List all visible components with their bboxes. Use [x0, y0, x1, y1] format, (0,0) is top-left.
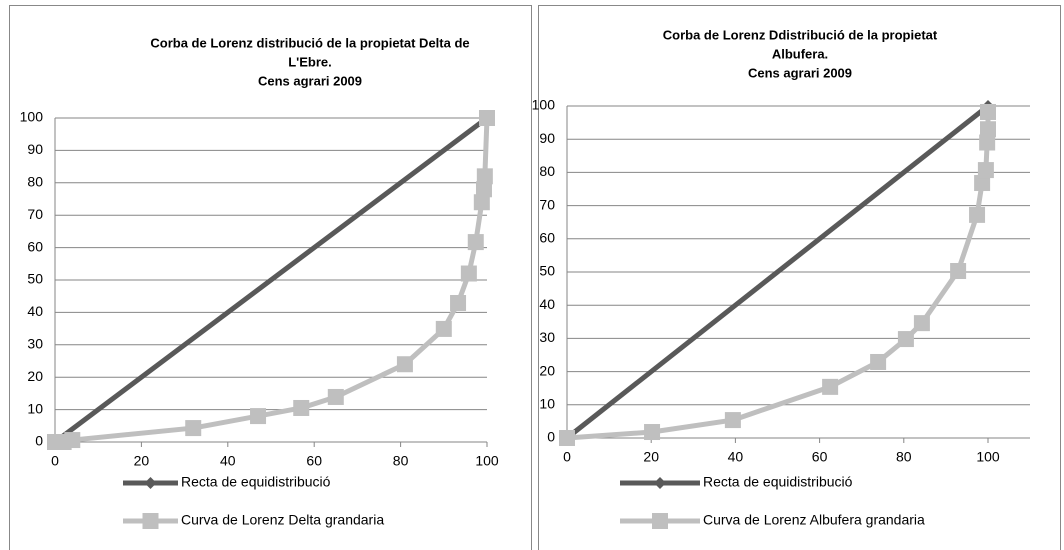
x-tick-label: 100: [475, 453, 499, 469]
x-tick-label: 20: [134, 453, 150, 469]
x-tick-label: 100: [976, 449, 1000, 465]
chart-frame: [538, 5, 1061, 550]
y-tick-label: 10: [27, 400, 43, 416]
y-tick-label: 100: [532, 97, 556, 113]
marker: [327, 388, 344, 405]
marker: [913, 315, 930, 332]
chart-title: Cens agrari 2009: [258, 73, 362, 88]
y-tick-label: 60: [539, 230, 555, 246]
y-tick-label: 40: [27, 303, 43, 319]
legend-label: Recta de equidistribució: [181, 474, 331, 490]
marker: [250, 408, 267, 425]
chart-title: L'Ebre.: [288, 54, 332, 69]
y-tick-label: 80: [27, 174, 43, 190]
marker: [479, 110, 495, 126]
marker: [396, 356, 413, 373]
marker: [64, 432, 81, 449]
marker: [475, 181, 492, 198]
marker: [435, 320, 452, 337]
marker: [450, 295, 467, 312]
marker: [870, 353, 887, 370]
y-tick-label: 20: [27, 368, 43, 384]
chart-title: Cens agrari 2009: [748, 65, 852, 80]
y-tick-label: 70: [27, 206, 43, 222]
y-tick-label: 90: [27, 141, 43, 157]
marker: [980, 103, 996, 120]
chart-title: Albufera.: [772, 46, 828, 61]
y-tick-label: 20: [539, 362, 555, 378]
x-tick-label: 0: [563, 449, 571, 465]
legend-label: Curva de Lorenz Delta grandaria: [181, 512, 384, 528]
marker: [980, 121, 996, 138]
marker: [822, 378, 839, 395]
y-tick-label: 30: [27, 336, 43, 352]
x-tick-label: 40: [728, 449, 744, 465]
marker: [897, 331, 914, 348]
marker: [460, 265, 477, 282]
marker: [473, 194, 490, 211]
y-tick-label: 10: [539, 396, 555, 412]
series-line: [53, 116, 489, 444]
marker: [559, 430, 575, 446]
y-tick-label: 90: [539, 130, 555, 146]
y-tick-label: 70: [539, 196, 555, 212]
legend-marker: [142, 513, 159, 529]
marker: [724, 412, 741, 429]
x-tick-label: 0: [51, 453, 59, 469]
y-tick-label: 60: [27, 238, 43, 254]
y-tick-label: 0: [35, 433, 43, 449]
marker: [293, 399, 310, 416]
y-tick-label: 100: [20, 109, 44, 125]
marker: [467, 234, 484, 251]
y-tick-label: 0: [547, 429, 555, 445]
legend-marker: [652, 513, 668, 529]
legend-label: Curva de Lorenz Albufera grandaria: [703, 512, 925, 528]
chart-title: Corba de Lorenz distribució de la propie…: [150, 35, 469, 50]
y-tick-label: 40: [539, 296, 555, 312]
series-line: [565, 104, 990, 440]
y-tick-label: 80: [539, 163, 555, 179]
marker: [977, 162, 994, 179]
marker: [969, 206, 986, 223]
legend-label: Recta de equidistribució: [703, 474, 853, 490]
marker: [185, 420, 202, 437]
marker: [476, 168, 493, 185]
legend-marker: [654, 477, 666, 489]
x-tick-label: 60: [812, 449, 828, 465]
x-tick-label: 80: [896, 449, 912, 465]
marker: [950, 263, 967, 280]
x-tick-label: 40: [220, 453, 236, 469]
y-tick-label: 50: [27, 271, 43, 287]
y-tick-label: 30: [539, 329, 555, 345]
y-tick-label: 50: [539, 263, 555, 279]
marker: [974, 175, 991, 192]
chart-title: Corba de Lorenz Ddistribució de la propi…: [663, 27, 938, 42]
marker: [979, 134, 996, 151]
chart-frame: [9, 5, 532, 550]
x-tick-label: 60: [306, 453, 322, 469]
marker: [644, 424, 661, 441]
x-tick-label: 80: [393, 453, 409, 469]
x-tick-label: 20: [643, 449, 659, 465]
legend-marker: [144, 477, 157, 489]
